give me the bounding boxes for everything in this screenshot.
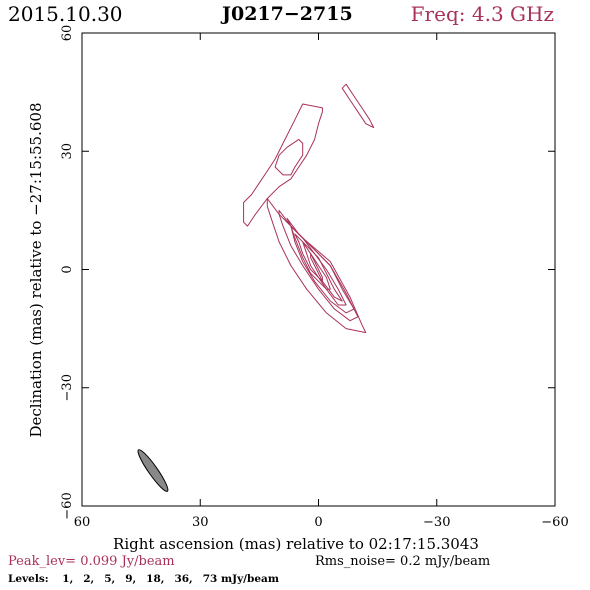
contour-level-1: [266, 198, 367, 334]
x-tick-label: −30: [423, 515, 450, 530]
level-value: 73: [202, 573, 218, 585]
freq-unit: GHz: [510, 2, 554, 26]
y-tick-label: −30: [60, 374, 75, 401]
x-tick-label: 0: [314, 515, 322, 530]
contour-level-18: [294, 233, 343, 302]
peak-level: Peak_lev= 0.099 Jy/beam: [8, 554, 175, 569]
level-value: 9,: [125, 573, 137, 585]
levels-unit: mJy/beam: [221, 573, 279, 585]
axis-ticks: [81, 32, 556, 507]
level-value: 1,: [62, 573, 74, 585]
beam-ellipse: [137, 449, 169, 492]
x-tick-label: 30: [192, 515, 209, 530]
y-tick-label: 30: [60, 143, 75, 160]
contour-level-1: [341, 83, 375, 129]
rms-label: Rms_noise=: [315, 554, 396, 569]
y-tick-label: −60: [60, 492, 75, 519]
rms-value: 0.2: [400, 554, 421, 569]
freq-value: 4.3: [471, 2, 504, 26]
levels-list: 1, 2, 5, 9, 18, 36, 73: [52, 573, 221, 585]
x-tick-label: −60: [541, 515, 568, 530]
x-tick-label: 60: [74, 515, 91, 530]
contour-level-5: [286, 217, 355, 314]
frequency-label: Freq: 4.3 GHz: [411, 2, 554, 26]
y-axis-label: Declination (mas) relative to −27:15:55.…: [27, 102, 45, 437]
x-axis-label: Right ascension (mas) relative to 02:17:…: [113, 535, 479, 553]
contour-lines: [243, 83, 375, 334]
rms-noise: Rms_noise= 0.2 mJy/beam: [315, 554, 490, 569]
peak-value: 0.099: [80, 554, 118, 569]
levels-label: Levels:: [8, 573, 49, 585]
level-value: 5,: [104, 573, 116, 585]
contour-level-36: [302, 241, 331, 290]
peak-unit: Jy/beam: [121, 554, 175, 569]
level-value: 2,: [83, 573, 95, 585]
level-value: 18,: [146, 573, 165, 585]
contour-level-2: [274, 138, 304, 176]
contour-level-73: [310, 253, 323, 282]
beam-ellipse-group: [137, 449, 169, 492]
level-value: 36,: [174, 573, 193, 585]
observation-date: 2015.10.30: [8, 2, 123, 26]
rms-unit: mJy/beam: [424, 554, 491, 569]
y-tick-label: 0: [60, 265, 75, 273]
y-tick-label: 60: [60, 25, 75, 42]
freq-label: Freq:: [410, 2, 466, 26]
peak-label: Peak_lev=: [8, 554, 77, 569]
source-name: J0217−2715: [222, 3, 353, 25]
contour-level-1: [243, 103, 323, 227]
contour-levels: Levels: 1, 2, 5, 9, 18, 36, 73 mJy/beam: [8, 573, 279, 585]
